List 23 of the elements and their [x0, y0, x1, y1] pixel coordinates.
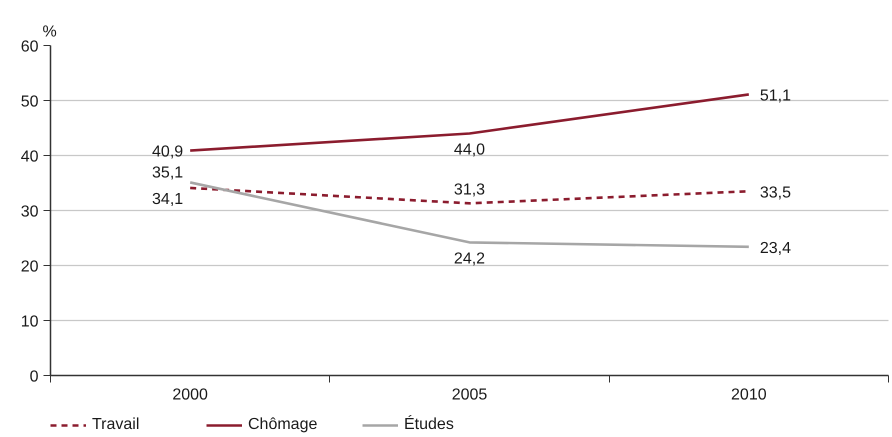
data-label: 33,5: [760, 184, 792, 202]
y-tick-label: 40: [20, 148, 39, 166]
data-label: 31,3: [454, 181, 486, 198]
data-label: 40,9: [152, 144, 184, 161]
y-tick-label: 60: [20, 38, 39, 56]
x-tick-label: 2005: [452, 386, 488, 404]
data-label: 23,4: [760, 240, 792, 257]
legend-label: Chômage: [248, 416, 318, 434]
data-label: 24,2: [454, 250, 486, 268]
y-axis-title: %: [42, 24, 57, 40]
y-tick-label: 20: [20, 258, 39, 276]
legend-label: Travail: [92, 416, 140, 434]
data-label: 35,1: [152, 164, 184, 182]
y-tick-label: 30: [20, 204, 39, 220]
y-tick-label: 10: [20, 314, 39, 330]
data-label: 44,0: [454, 142, 486, 158]
x-tick-label: 2010: [731, 386, 767, 404]
y-tick-label: 50: [20, 94, 39, 110]
x-tick-label: 2000: [172, 386, 208, 404]
legend-label: Études: [404, 416, 455, 434]
data-label: 34,1: [152, 190, 184, 208]
data-label: 51,1: [760, 87, 792, 104]
y-tick-label: 0: [30, 368, 39, 386]
